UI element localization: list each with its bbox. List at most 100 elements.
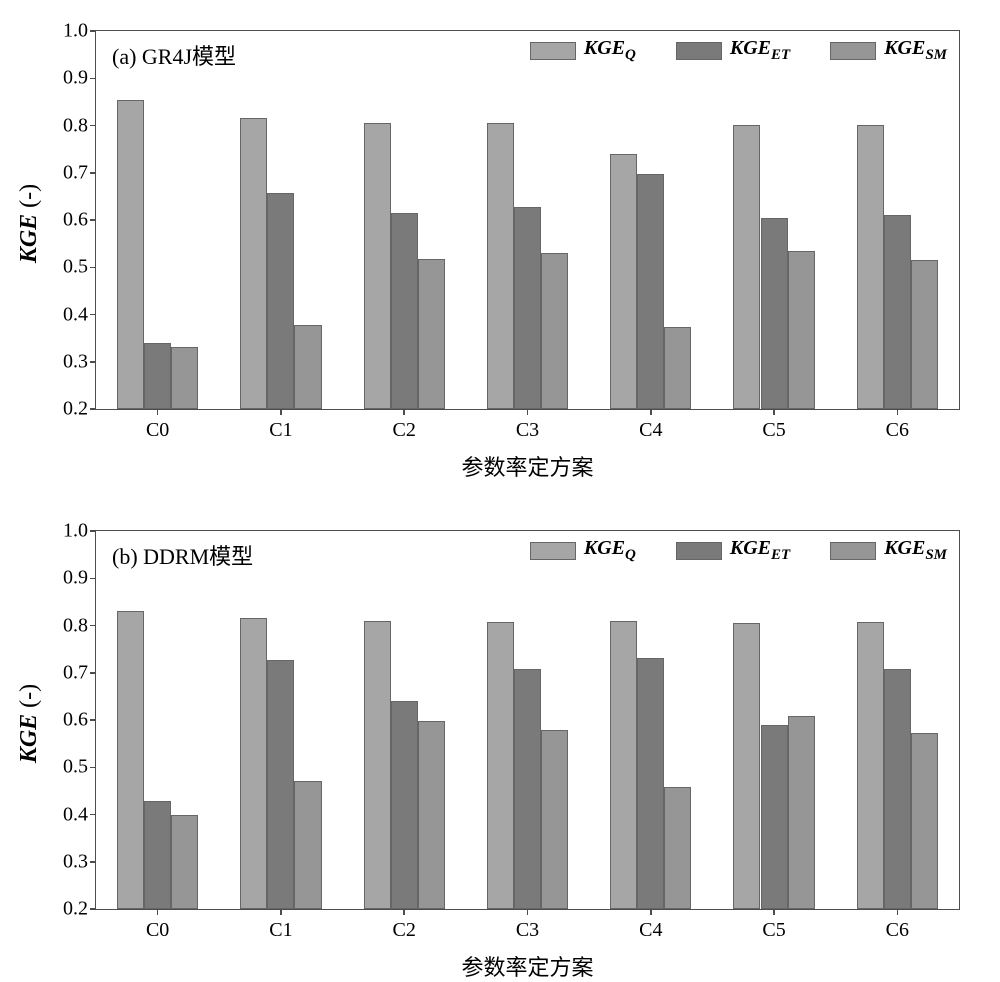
bar-KGE_Q — [733, 125, 760, 409]
ytick — [90, 408, 96, 410]
ytick — [90, 719, 96, 721]
legend-label-kgeq-b: KGEQ — [584, 537, 636, 564]
ytick — [90, 625, 96, 627]
bar-KGE_Q — [117, 100, 144, 409]
bar-KGE_SM — [788, 716, 815, 909]
xtick-label: C1 — [269, 419, 292, 442]
ytick-label: 0.4 — [63, 803, 88, 826]
ytick-label: 0.4 — [63, 303, 88, 326]
panel-a-title-text: GR4J模型 — [142, 44, 236, 69]
legend-label-kgesm-b: KGESM — [884, 537, 947, 564]
ytick — [90, 125, 96, 127]
ytick-label: 0.8 — [63, 114, 88, 137]
legend-label-kgeet-b: KGEET — [730, 537, 790, 564]
xtick — [403, 909, 405, 915]
ytick — [90, 672, 96, 674]
ytick-label: 0.3 — [63, 850, 88, 873]
xtick-label: C2 — [393, 419, 416, 442]
legend-label-kgeq: KGEQ — [584, 37, 636, 64]
bar-KGE_SM — [171, 347, 198, 409]
bar-KGE_SM — [541, 730, 568, 909]
ytick — [90, 908, 96, 910]
xtick — [773, 409, 775, 415]
figure-root: (a) GR4J模型 KGEQ KGEET KGESM 0.2 0.3 0.4 0.5… — [0, 0, 1000, 978]
ytick — [90, 78, 96, 80]
bar-KGE_ET — [391, 701, 418, 909]
xtick — [280, 409, 282, 415]
bar-KGE_SM — [418, 259, 445, 409]
legend-item-kgesm: KGESM — [830, 37, 947, 64]
legend-item-kgeq-b: KGEQ — [530, 537, 636, 564]
bar-KGE_ET — [267, 193, 294, 409]
panel-a-ylabel: KGE (-) — [16, 184, 43, 263]
bar-KGE_SM — [541, 253, 568, 409]
ytick — [90, 530, 96, 532]
legend-swatch-kgesm — [830, 42, 876, 60]
panel-b: (b) DDRM模型 KGEQ KGEET KGESM 0.20.30.40.5… — [95, 530, 960, 910]
xtick — [897, 409, 899, 415]
legend-swatch-kgeq — [530, 42, 576, 60]
ytick — [90, 219, 96, 221]
xtick-label: C5 — [762, 419, 785, 442]
legend-item-kgeet: KGEET — [676, 37, 790, 64]
ytick-label: 1.0 — [63, 520, 88, 543]
bar-KGE_ET — [514, 669, 541, 909]
legend-swatch-kgeet-b — [676, 542, 722, 560]
bar-KGE_Q — [487, 123, 514, 409]
ytick-label: 0.5 — [63, 756, 88, 779]
ytick-label: 0.7 — [63, 661, 88, 684]
ytick — [90, 314, 96, 316]
bar-KGE_SM — [171, 815, 198, 910]
ytick-label: 0.6 — [63, 709, 88, 732]
panel-b-ylabel: KGE (-) — [16, 684, 43, 763]
bar-KGE_ET — [884, 215, 911, 409]
ytick-label: 0.9 — [63, 67, 88, 90]
bar-KGE_ET — [637, 174, 664, 409]
xtick-label: C6 — [886, 419, 909, 442]
bar-KGE_ET — [514, 207, 541, 409]
bar-KGE_Q — [364, 123, 391, 409]
bar-KGE_ET — [884, 669, 911, 909]
bar-KGE_SM — [294, 781, 321, 909]
ytick — [90, 30, 96, 32]
xtick-label: C0 — [146, 919, 169, 942]
legend-label-kgeet: KGEET — [730, 37, 790, 64]
bar-KGE_SM — [911, 260, 938, 409]
legend-item-kgeq: KGEQ — [530, 37, 636, 64]
bar-KGE_Q — [610, 621, 637, 909]
bar-KGE_Q — [610, 154, 637, 409]
ytick — [90, 361, 96, 363]
legend-swatch-kgeet — [676, 42, 722, 60]
panel-a: (a) GR4J模型 KGEQ KGEET KGESM 0.20.30.40.5… — [95, 30, 960, 410]
ytick-label: 0.3 — [63, 350, 88, 373]
panel-a-prefix: (a) — [112, 44, 142, 69]
xtick — [527, 409, 529, 415]
bar-KGE_SM — [418, 721, 445, 909]
panel-a-legend: KGEQ KGEET KGESM — [530, 37, 947, 64]
legend-swatch-kgesm-b — [830, 542, 876, 560]
bar-KGE_Q — [364, 621, 391, 909]
xtick-label: C6 — [886, 919, 909, 942]
ytick-label: 0.7 — [63, 161, 88, 184]
panel-a-title: (a) GR4J模型 — [112, 39, 236, 71]
xtick-label: C0 — [146, 419, 169, 442]
bar-KGE_ET — [391, 213, 418, 409]
ytick-label: 0.5 — [63, 256, 88, 279]
xtick — [773, 909, 775, 915]
panel-b-xlabel: 参数率定方案 — [95, 950, 960, 982]
panel-a-xlabel: 参数率定方案 — [95, 450, 960, 482]
bar-KGE_Q — [857, 125, 884, 409]
legend-item-kgesm-b: KGESM — [830, 537, 947, 564]
xtick-label: C3 — [516, 419, 539, 442]
ytick-label: 0.2 — [63, 398, 88, 421]
panel-b-prefix: (b) — [112, 544, 143, 569]
bar-KGE_ET — [761, 725, 788, 909]
xtick — [527, 909, 529, 915]
bar-KGE_ET — [637, 658, 664, 909]
legend-item-kgeet-b: KGEET — [676, 537, 790, 564]
bar-KGE_ET — [144, 343, 171, 409]
xtick-label: C4 — [639, 419, 662, 442]
xtick-label: C4 — [639, 919, 662, 942]
ytick — [90, 267, 96, 269]
bar-KGE_SM — [294, 325, 321, 409]
